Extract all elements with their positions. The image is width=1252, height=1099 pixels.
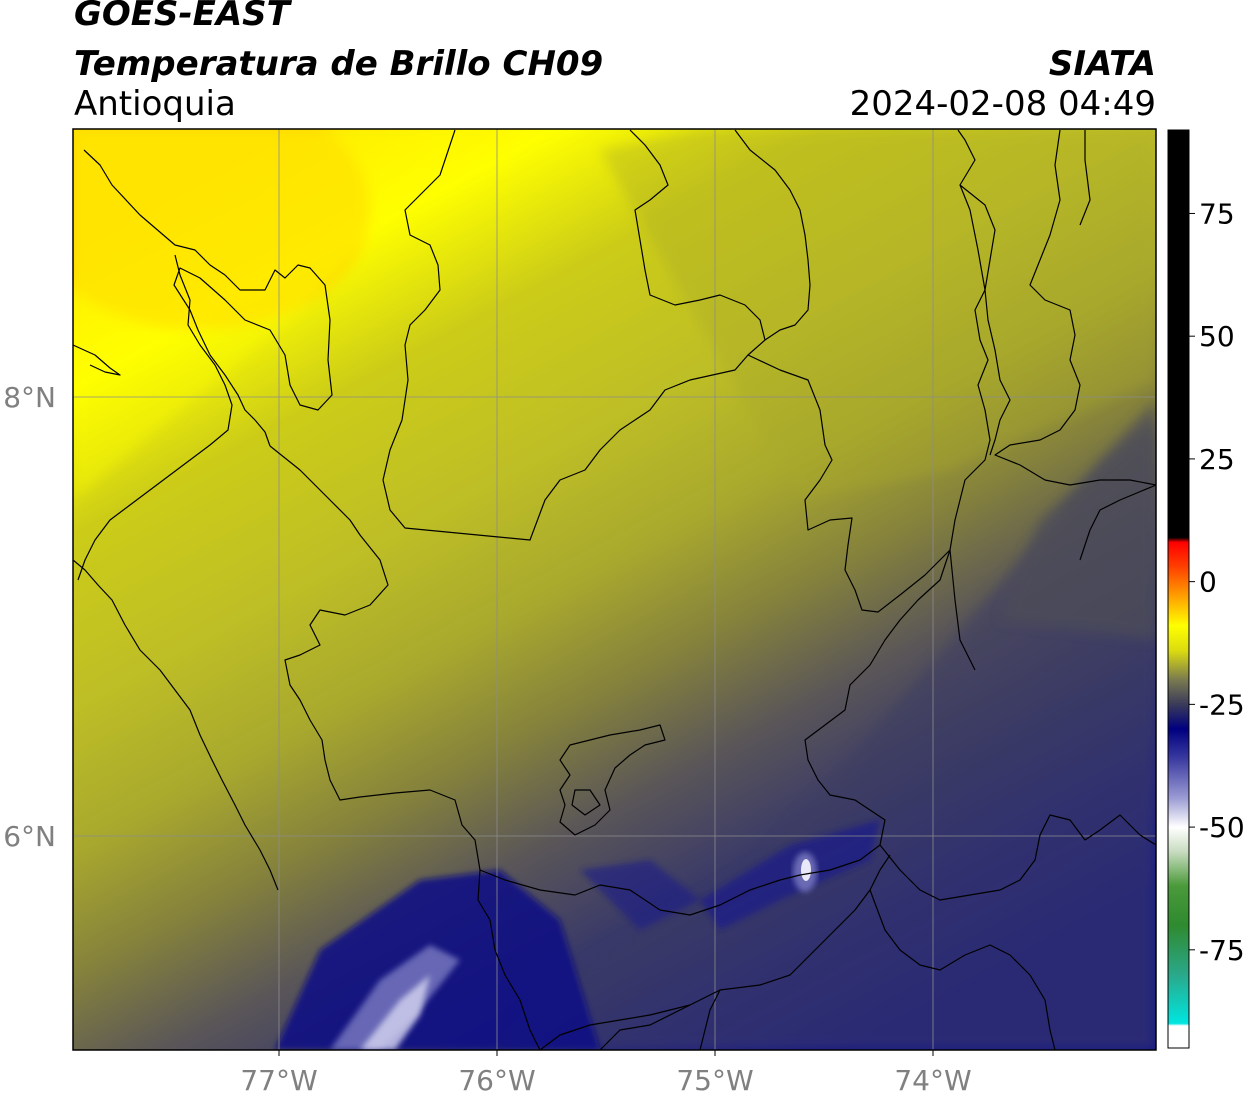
dept-santander: [994, 129, 1156, 486]
colorbar-ramp: [1168, 130, 1189, 1048]
organization-label: SIATA: [1048, 44, 1156, 84]
colorbar-tick-label: 75: [1199, 197, 1235, 230]
gridlines: [73, 129, 1156, 1050]
dept-south-west: [599, 989, 721, 1050]
coastline-west: [73, 344, 279, 891]
lon-tick-label: 77°W: [240, 1064, 317, 1097]
dept-aburra-inner: [571, 789, 601, 816]
dept-caldas: [539, 854, 891, 1050]
brightness-temperature-field: [73, 129, 1156, 1050]
dept-santander-east: [959, 184, 1011, 456]
lon-tick-label: 76°W: [458, 1064, 535, 1097]
lat-tick-label: 8°N: [3, 381, 56, 414]
boundaries: [73, 129, 1156, 1050]
dept-south-link: [949, 549, 976, 671]
product-title: Temperatura de Brillo CH09: [74, 44, 604, 84]
dept-boyaca-inner: [869, 889, 1056, 1050]
colorbar-frame: [1167, 129, 1190, 1049]
dept-bolivar: [734, 129, 811, 341]
coastline: [83, 149, 333, 447]
dept-boyaca: [879, 814, 1156, 901]
map-frame: [72, 128, 1157, 1051]
colorbar-tick-label: 25: [1199, 443, 1235, 476]
satellite-title: GOES-EAST: [74, 0, 290, 34]
lat-tick-label: 6°N: [3, 820, 56, 853]
colorbar-tick-label: -50: [1199, 811, 1245, 844]
antioquia-south: [479, 549, 951, 916]
dept-aburra: [559, 724, 666, 836]
antioquia-boundary: [382, 129, 991, 613]
dept-cesar-north: [1079, 130, 1091, 226]
colorbar-tick-label: -25: [1199, 688, 1245, 721]
lon-tick-label: 75°W: [676, 1064, 753, 1097]
colorbar: 75 50 25 0 -25 -50 -75: [1167, 129, 1245, 1049]
lon-tick-label: 74°W: [894, 1064, 971, 1097]
lon-tick-marks: [278, 1050, 934, 1056]
atrato-river: [77, 254, 233, 581]
timestamp-label: 2024-02-08 04:49: [849, 84, 1156, 124]
region-subtitle: Antioquia: [74, 84, 236, 124]
dept-cordoba: [629, 129, 766, 356]
axis-labels: 77°W 76°W 75°W 74°W 8°N 6°N: [3, 381, 971, 1097]
dept-east: [1079, 484, 1156, 561]
antioquia-west: [269, 445, 541, 1050]
colorbar-tick-label: 0: [1199, 566, 1217, 599]
colorbar-tick-label: -75: [1199, 934, 1245, 967]
colorbar-tick-label: 50: [1199, 320, 1235, 353]
